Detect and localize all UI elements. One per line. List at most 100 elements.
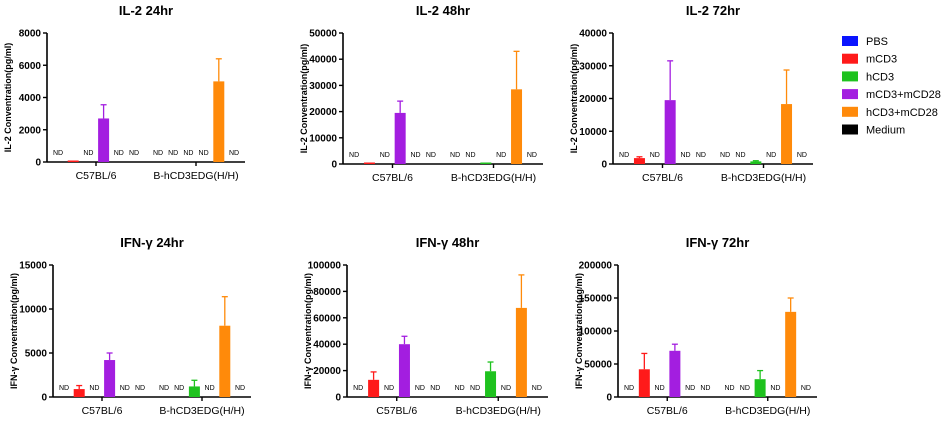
bar-mcd3-mcd28 <box>98 118 110 162</box>
y-tick-label: 8000 <box>19 29 42 40</box>
chart-title: IL-2 72hr <box>686 3 740 18</box>
chart-panel: IFN-γ 72hr IFN-γ Conventration(pg/ml) 0 500… <box>574 235 817 417</box>
y-axis-label: IFN-γ Conventration(pg/ml) <box>574 273 584 389</box>
x-tick-label: C57BL/6 <box>76 170 117 182</box>
x-tick-label: B-hCD3EDG(H/H) <box>159 405 244 417</box>
nd-label: ND <box>168 150 178 157</box>
y-tick-label: 10000 <box>19 305 47 316</box>
nd-label: ND <box>501 385 511 392</box>
y-tick-label: 30000 <box>579 61 607 72</box>
legend-label: mCD3+mCD28 <box>866 89 941 101</box>
nd-label: ND <box>455 385 465 392</box>
y-tick-label: 6000 <box>19 61 42 72</box>
nd-label: ND <box>619 152 629 159</box>
y-axis-label: IL-2 Conventration(pg/ml) <box>569 44 579 154</box>
y-tick-label: 0 <box>606 393 612 404</box>
x-tick-label: C57BL/6 <box>642 172 683 184</box>
nd-label: ND <box>83 150 93 157</box>
x-tick-label: C57BL/6 <box>372 172 413 184</box>
legend: PBS mCD3 hCD3 mCD3+mCD28 hCD3+mCD28 Medium <box>842 36 941 137</box>
bar-hcd3-mcd28 <box>219 325 231 397</box>
y-tick-label: 80000 <box>313 287 341 298</box>
bar-hcd3 <box>750 161 762 164</box>
chart-title: IFN-γ 72hr <box>686 235 750 250</box>
nd-label: ND <box>410 152 420 159</box>
nd-label: ND <box>235 385 245 392</box>
nd-label: ND <box>380 152 390 159</box>
y-tick-label: 4000 <box>19 93 42 104</box>
legend-swatch <box>842 124 858 135</box>
bar-hcd3-mcd28 <box>781 104 793 164</box>
nd-label: ND <box>720 152 730 159</box>
bar-hcd3 <box>485 371 497 397</box>
y-tick-label: 100000 <box>579 327 613 338</box>
chart-title: IL-2 24hr <box>119 3 173 18</box>
bar-hcd3-mcd28 <box>515 307 527 397</box>
nd-label: ND <box>696 152 706 159</box>
legend-swatch <box>842 71 858 82</box>
nd-label: ND <box>735 152 745 159</box>
chart-panel: IL-2 72hr IL-2 Conventration(pg/ml) 0 10000… <box>569 3 813 184</box>
nd-label: ND <box>229 150 239 157</box>
bar-mcd3 <box>633 158 645 164</box>
y-tick-label: 100000 <box>308 261 342 272</box>
legend-label: hCD3 <box>866 71 894 83</box>
y-tick-label: 10000 <box>309 133 337 144</box>
nd-label: ND <box>740 385 750 392</box>
y-tick-label: 0 <box>331 160 337 171</box>
chart-panel: IL-2 24hr IL-2 Conventration(pg/ml) 0 2000 4… <box>3 3 245 182</box>
y-tick-label: 20000 <box>313 366 341 377</box>
y-tick-label: 15000 <box>19 261 47 272</box>
legend-label: PBS <box>866 36 888 48</box>
bar-mcd3 <box>638 369 650 397</box>
nd-label: ND <box>527 152 537 159</box>
nd-label: ND <box>465 152 475 159</box>
chart-title: IFN-γ 24hr <box>120 235 184 250</box>
chart-panel: IFN-γ 48hr IFN-γ Conventration(pg/ml) 0 200… <box>303 235 548 417</box>
bar-mcd3 <box>67 160 79 162</box>
x-tick-label: B-hCD3EDG(H/H) <box>456 405 541 417</box>
y-tick-label: 40000 <box>579 29 607 40</box>
y-tick-label: 20000 <box>309 107 337 118</box>
nd-label: ND <box>430 385 440 392</box>
bar-mcd3 <box>368 379 380 397</box>
nd-label: ND <box>349 152 359 159</box>
y-tick-label: 50000 <box>309 29 337 40</box>
nd-label: ND <box>129 150 139 157</box>
y-axis-label: IFN-γ Conventration(pg/ml) <box>303 273 313 389</box>
nd-label: ND <box>183 150 193 157</box>
nd-label: ND <box>135 385 145 392</box>
nd-label: ND <box>120 385 130 392</box>
legend-label: Medium <box>866 125 905 137</box>
nd-label: ND <box>650 152 660 159</box>
bar-hcd3 <box>754 379 766 397</box>
nd-label: ND <box>655 385 665 392</box>
y-tick-label: 20000 <box>579 94 607 105</box>
y-tick-label: 40000 <box>313 340 341 351</box>
y-tick-label: 0 <box>41 393 47 404</box>
nd-label: ND <box>159 385 169 392</box>
bar-mcd3-mcd28 <box>394 112 406 164</box>
x-tick-label: B-hCD3EDG(H/H) <box>451 172 536 184</box>
y-tick-label: 0 <box>335 393 341 404</box>
legend-label: hCD3+mCD28 <box>866 107 938 119</box>
bar-mcd3-mcd28 <box>669 350 681 397</box>
legend-swatch <box>842 106 858 117</box>
chart-title: IL-2 48hr <box>416 3 470 18</box>
y-tick-label: 5000 <box>25 349 48 360</box>
bar-mcd3 <box>363 162 375 164</box>
x-tick-label: B-hCD3EDG(H/H) <box>721 172 806 184</box>
nd-label: ND <box>624 385 634 392</box>
bar-hcd3 <box>188 386 200 397</box>
bar-hcd3-mcd28 <box>511 89 523 164</box>
y-axis-label: IFN-γ Conventration(pg/ml) <box>9 273 19 389</box>
nd-label: ND <box>724 385 734 392</box>
y-tick-label: 2000 <box>19 125 42 136</box>
nd-label: ND <box>450 152 460 159</box>
nd-label: ND <box>470 385 480 392</box>
chart-panel: IFN-γ 24hr IFN-γ Conventration(pg/ml) 0 500… <box>9 235 251 417</box>
nd-label: ND <box>53 150 63 157</box>
y-tick-label: 40000 <box>309 55 337 66</box>
nd-label: ND <box>680 152 690 159</box>
